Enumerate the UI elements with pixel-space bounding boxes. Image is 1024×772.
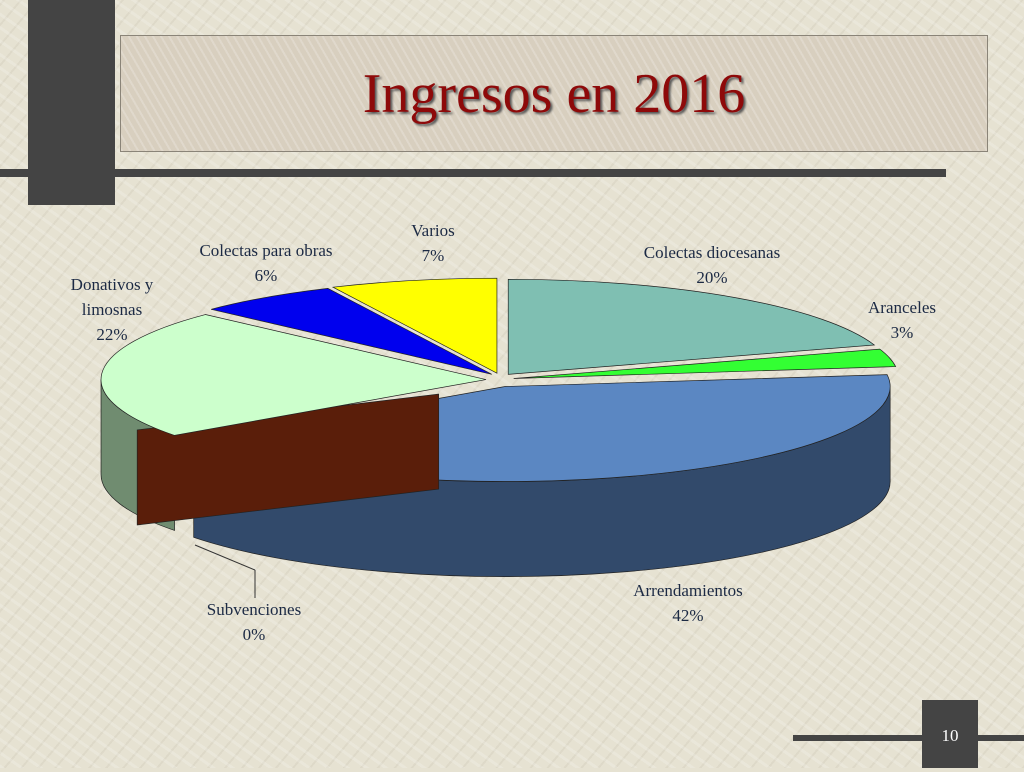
value-label: 42% xyxy=(672,606,704,625)
value-label: 20% xyxy=(696,268,728,287)
category-label: Aranceles xyxy=(868,298,936,317)
slice xyxy=(331,277,498,374)
slice xyxy=(513,348,897,379)
title-box: Ingresos en 2016 xyxy=(120,35,988,152)
page-number: 10 xyxy=(922,700,978,768)
category-label: Colectas para obras xyxy=(199,241,333,260)
slice-label: Subvenciones 0% xyxy=(207,597,301,647)
slice-label: Aranceles 3% xyxy=(868,295,936,345)
category-label: Varios xyxy=(411,221,455,240)
category-label: Donativos y limosnas xyxy=(70,275,154,319)
chart-title: Ingresos en 2016 xyxy=(362,63,746,125)
slice xyxy=(507,278,876,375)
category-label: Arrendamientos xyxy=(633,581,743,600)
value-label: 0% xyxy=(242,625,266,644)
category-label: Subvenciones xyxy=(206,600,302,619)
slice-label: Varios 7% xyxy=(411,218,454,268)
slice-label: Colectas para obras 6% xyxy=(199,238,332,288)
value-label: 3% xyxy=(890,323,914,342)
slice-label: Donativos y limosnas 22% xyxy=(57,272,167,347)
slice xyxy=(100,314,487,436)
decor-line xyxy=(0,169,946,177)
slice xyxy=(211,288,492,375)
value-label: 6% xyxy=(254,266,278,285)
value-label: 7% xyxy=(421,246,445,265)
decor-line xyxy=(793,735,1024,741)
category-label: Colectas diocesanas xyxy=(643,243,781,262)
slice-label: Colectas diocesanas 20% xyxy=(644,240,780,290)
leader-line xyxy=(194,544,256,571)
value-label: 22% xyxy=(96,325,128,344)
slice-label: Arrendamientos 42% xyxy=(633,578,743,628)
